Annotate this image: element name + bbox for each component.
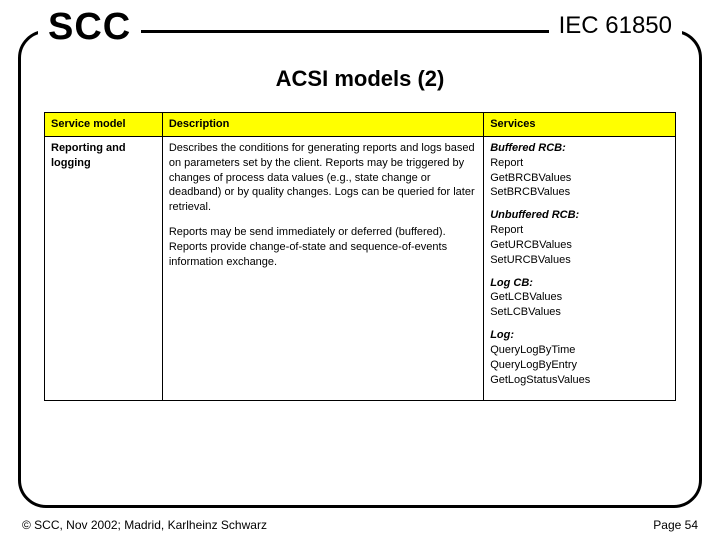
description-para2: Reports may be send immediately or defer… [169,225,477,270]
service-item: SetBRCBValues [490,185,669,200]
slide-title: ACSI models (2) [0,66,720,92]
cell-description: Describes the conditions for generating … [162,136,483,400]
cell-model: Reporting and logging [45,136,163,400]
service-item: SetLCBValues [490,305,669,320]
standard-label: IEC 61850 [549,12,682,40]
service-group-title: Log: [490,328,669,343]
service-item: Report [490,223,669,238]
service-item: GetURCBValues [490,238,669,253]
service-group: Log:QueryLogByTimeQueryLogByEntryGetLogS… [490,328,669,387]
table-row: Reporting and logging Describes the cond… [45,136,676,400]
content-table: Service model Description Services Repor… [44,112,676,401]
service-item: GetBRCBValues [490,171,669,186]
col-header-description: Description [162,113,483,137]
service-item: QueryLogByTime [490,343,669,358]
col-header-model: Service model [45,113,163,137]
service-group: Log CB:GetLCBValuesSetLCBValues [490,276,669,321]
service-group: Unbuffered RCB:ReportGetURCBValuesSetURC… [490,208,669,267]
logo-text: SCC [38,6,141,49]
cell-services: Buffered RCB:ReportGetBRCBValuesSetBRCBV… [484,136,676,400]
table-header-row: Service model Description Services [45,113,676,137]
service-item: GetLCBValues [490,290,669,305]
service-item: Report [490,156,669,171]
footer-copyright: © SCC, Nov 2002; Madrid, Karlheinz Schwa… [22,518,267,532]
footer-page: Page 54 [653,518,698,532]
service-item: GetLogStatusValues [490,373,669,388]
service-group-title: Log CB: [490,276,669,291]
service-group-title: Buffered RCB: [490,141,669,156]
service-group: Buffered RCB:ReportGetBRCBValuesSetBRCBV… [490,141,669,200]
model-name: Reporting and logging [51,142,126,169]
service-item: QueryLogByEntry [490,358,669,373]
col-header-services: Services [484,113,676,137]
service-group-title: Unbuffered RCB: [490,208,669,223]
service-item: SetURCBValues [490,253,669,268]
description-para1: Describes the conditions for generating … [169,141,477,215]
